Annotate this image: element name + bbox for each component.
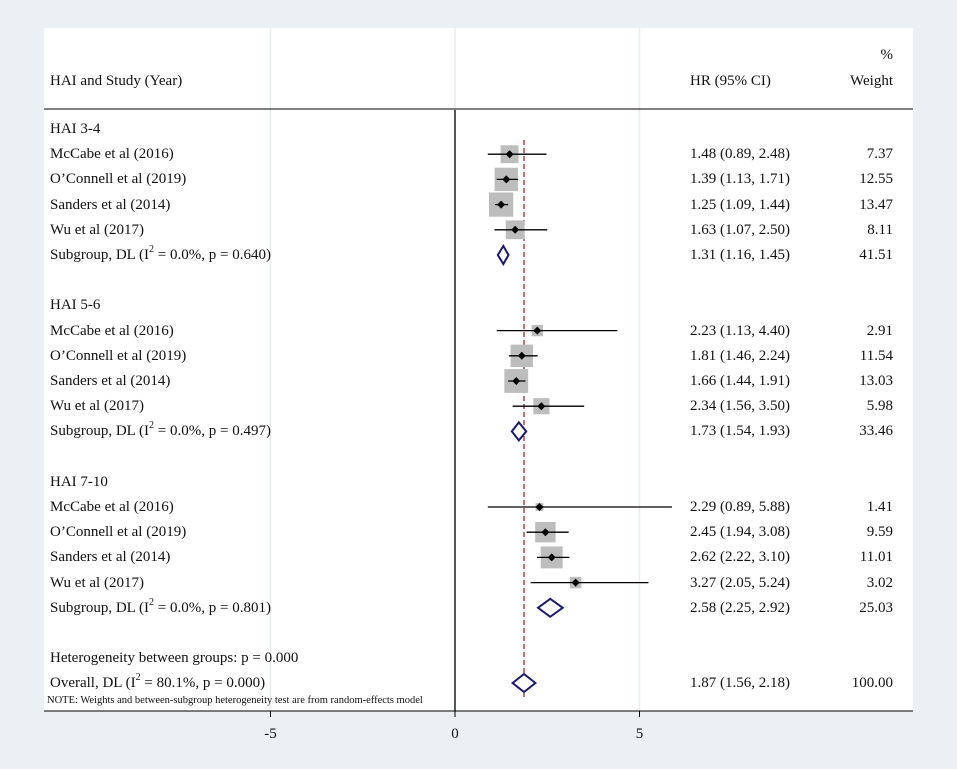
point-estimate [533,326,542,335]
overall-hr-ci-text: 1.87 (1.56, 2.18) [690,675,790,691]
group-heading: HAI 7-10 [50,473,108,490]
study-label: O’Connell et al (2019) [50,347,187,364]
weight-text: 12.55 [859,171,893,188]
weight-text: 7.37 [866,146,893,163]
subgroup-weight-text: 25.03 [859,599,893,616]
study-column-header: HAI and Study (Year) [50,73,183,89]
study-label: McCabe et al (2016) [50,499,174,515]
weight-text: 8.11 [867,221,893,238]
hr-column-header: HR (95% CI) [690,73,771,89]
weight-text: 9.59 [866,524,893,541]
group-heading: HAI 5-6 [50,297,101,314]
subgroup-label: Subgroup, DL (I2 = 0.0%, p = 0.640) [50,244,271,264]
hr-ci-text: 1.39 (1.13, 1.71) [690,171,790,188]
subgroup-diamond [496,244,510,266]
overall-label-post: = 80.1%, p = 0.000) [140,675,266,691]
subgroup-label-pre: Subgroup, DL (I [50,247,150,263]
subgroup-label: Subgroup, DL (I2 = 0.0%, p = 0.497) [50,420,271,440]
subgroup-label-sup: 2 [149,244,155,255]
hr-ci-text: 1.25 (1.09, 1.44) [690,196,790,213]
weight-text: 3.02 [866,574,893,591]
hr-ci-text: 2.29 (0.89, 5.88) [690,499,790,515]
overall-weight-text: 100.00 [851,675,893,691]
study-label: Wu et al (2017) [50,221,144,238]
subgroup-diamond [510,420,528,443]
subgroup-hr-ci-text: 1.73 (1.54, 1.93) [690,423,790,440]
subgroup-hr-ci-text: 1.31 (1.16, 1.45) [690,247,790,263]
point-estimate [511,225,520,234]
hr-ci-text: 1.48 (0.89, 2.48) [690,146,790,163]
subgroup-weight-text: 41.51 [859,247,893,263]
point-estimate [502,175,511,184]
study-label: O’Connell et al (2019) [50,524,187,541]
weight-column-header-percent: % [880,47,894,63]
weight-text: 11.54 [859,347,893,364]
point-estimate [547,553,556,562]
weight-text: 13.03 [859,373,893,389]
study-label: Wu et al (2017) [50,574,144,591]
hr-ci-text: 1.63 (1.07, 2.50) [690,221,790,238]
subgroup-label-post: = 0.0%, p = 0.497) [154,423,271,440]
study-label: McCabe et al (2016) [50,146,174,163]
subgroup-label-sup: 2 [149,420,155,432]
subgroup-label-post: = 0.0%, p = 0.801) [154,599,271,616]
study-label: McCabe et al (2016) [50,322,174,339]
hr-ci-text: 2.62 (2.22, 3.10) [690,549,790,566]
subgroup-weight-text: 33.46 [859,423,893,440]
subgroup-label-sup: 2 [149,596,155,608]
weight-text: 11.01 [859,549,893,566]
hr-ci-text: 2.45 (1.94, 3.08) [690,524,790,541]
hr-ci-text: 2.34 (1.56, 3.50) [690,398,790,415]
hr-ci-text: 2.23 (1.13, 4.40) [690,322,790,339]
overall-label: Overall, DL (I2 = 80.1%, p = 0.000) [50,672,266,692]
study-label: Wu et al (2017) [50,398,144,415]
study-label: Sanders et al (2014) [50,373,171,389]
study-label: Sanders et al (2014) [50,549,171,566]
hr-ci-text: 1.66 (1.44, 1.91) [690,373,790,389]
x-tick-label: 0 [451,726,459,742]
hr-ci-text: 1.81 (1.46, 2.24) [690,347,790,364]
subgroup-label-post: = 0.0%, p = 0.640) [154,247,271,263]
study-label: O’Connell et al (2019) [50,171,187,188]
weight-text: 5.98 [866,398,893,415]
point-estimate [571,578,580,587]
footnote: NOTE: Weights and between-subgroup heter… [47,695,423,706]
x-tick-label: 5 [635,726,644,742]
weight-text: 1.41 [866,499,893,515]
weight-text: 2.91 [866,322,893,339]
subgroup-hr-ci-text: 2.58 (2.25, 2.92) [690,599,790,616]
weight-text: 13.47 [859,196,893,213]
group-heading: HAI 3-4 [50,121,101,137]
subgroup-diamond [536,597,565,619]
point-estimate [535,503,544,511]
heterogeneity-between-text: Heterogeneity between groups: p = 0.000 [50,650,299,666]
weight-column-header: Weight [850,73,893,89]
study-label: Sanders et al (2014) [50,196,171,213]
point-estimate [537,402,546,411]
point-estimate [497,200,506,209]
subgroup-label: Subgroup, DL (I2 = 0.0%, p = 0.801) [50,596,271,617]
overall-label-pre: Overall, DL (I [50,675,136,691]
subgroup-label-pre: Subgroup, DL (I [50,599,150,616]
point-estimate [505,150,514,159]
point-estimate [512,377,521,385]
hr-ci-text: 3.27 (2.05, 5.24) [690,574,790,591]
subgroup-label-pre: Subgroup, DL (I [50,423,150,440]
x-tick-label: -5 [264,726,277,742]
point-estimate [517,351,526,360]
overall-diamond [510,672,538,694]
plot-panel [44,28,913,711]
point-estimate [541,528,550,537]
overall-label-sup: 2 [135,672,141,683]
